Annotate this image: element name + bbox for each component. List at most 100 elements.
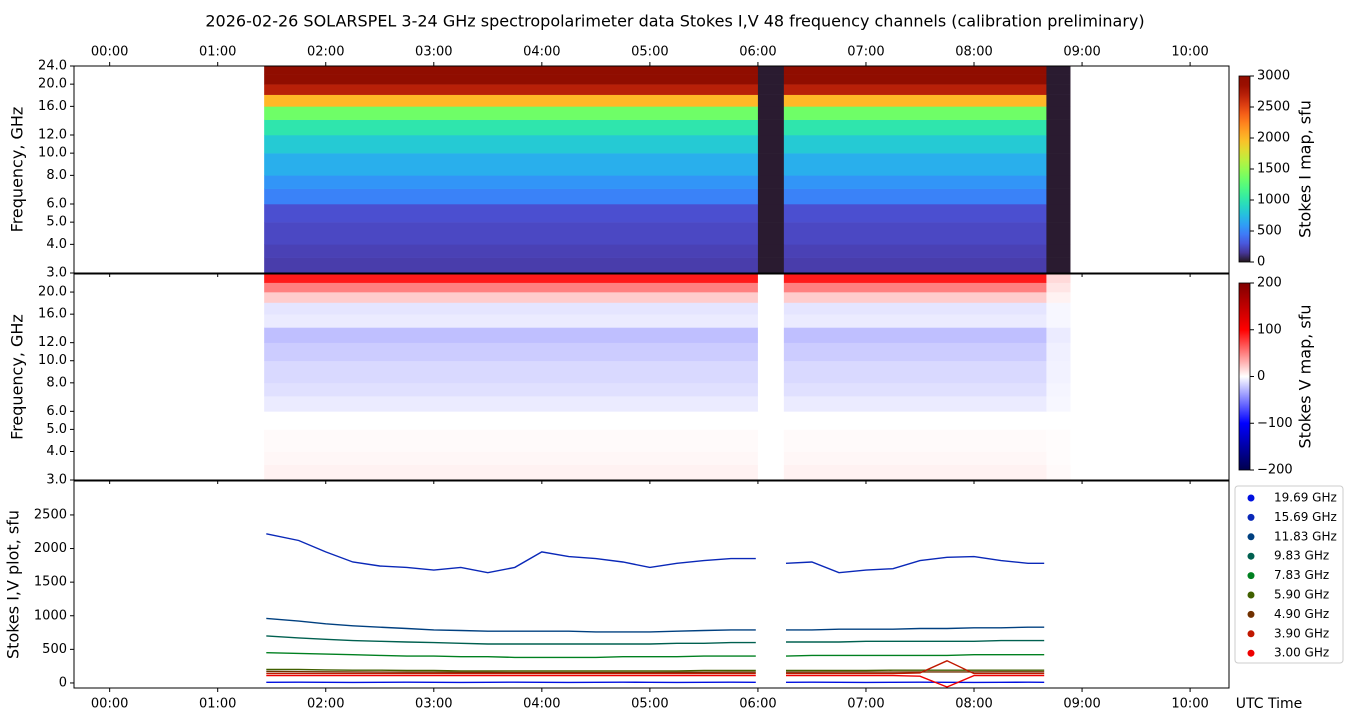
series-line: [266, 617, 1045, 633]
colorbar: [1238, 282, 1251, 471]
heatmap-cell: [757, 188, 785, 205]
y-axis-label: Stokes I,V plot, sfu: [4, 510, 23, 659]
y-tick-label: 12.0: [38, 128, 67, 143]
series-line: [266, 635, 1045, 645]
heatmap-cell: [1046, 84, 1071, 95]
x-tick-label: 00:00: [91, 697, 128, 712]
heatmap-cell: [264, 429, 759, 452]
heatmap-cell: [1046, 175, 1071, 189]
y-tick-label: 16.0: [38, 99, 67, 114]
heatmap-cell: [1046, 464, 1071, 481]
heatmap-cell: [757, 274, 785, 283]
heatmap-cell: [757, 204, 785, 223]
heatmap-cell: [1046, 66, 1071, 75]
colorbar: [1238, 75, 1251, 263]
heatmap-cell: [1046, 244, 1071, 258]
heatmap-cell: [1046, 292, 1071, 303]
heatmap-cell: [757, 451, 785, 466]
heatmap-cell: [1046, 106, 1071, 120]
plot-frame: [73, 65, 1230, 274]
heatmap-cell: [757, 257, 785, 274]
legend-label: 4.90 GHz: [1274, 607, 1329, 621]
x-tick-label: 03:00: [415, 697, 452, 712]
legend-marker: [1247, 572, 1255, 580]
heatmap-cell: [757, 94, 785, 107]
heatmap-cell: [264, 382, 759, 397]
heatmap-cell: [783, 396, 1047, 412]
heatmap-cell: [757, 84, 785, 95]
heatmap-cell: [1046, 119, 1071, 136]
heatmap-cell: [783, 244, 1047, 258]
x-tick-label: 04:00: [523, 697, 560, 712]
heatmap-cell: [1046, 396, 1071, 412]
heatmap-cell: [757, 106, 785, 120]
heatmap-cell: [1046, 382, 1071, 397]
y-tick-label: 20.0: [38, 77, 67, 92]
heatmap-cell: [757, 360, 785, 384]
heatmap-cell: [1046, 94, 1071, 107]
y-tick-label: 5.0: [46, 215, 67, 230]
heatmap-cell: [783, 314, 1047, 328]
heatmap-cell: [1046, 135, 1071, 154]
x-axis-label: UTC Time: [1236, 696, 1302, 712]
y-tick-label: 500: [42, 642, 67, 657]
x-tick-label: 07:00: [847, 697, 884, 712]
heatmap-cell: [264, 396, 759, 412]
x-tick-label-top: 05:00: [631, 45, 668, 60]
y-tick-label: 8.0: [46, 168, 67, 183]
colorbar-tick-label: 0: [1257, 369, 1265, 384]
heatmap-cell: [1046, 342, 1071, 362]
legend-marker: [1247, 649, 1255, 657]
heatmap-cell: [1046, 204, 1071, 223]
colorbar-tick-label: −100: [1257, 416, 1293, 431]
heatmap-cell: [757, 135, 785, 154]
heatmap-cell: [757, 396, 785, 412]
legend-label: 9.83 GHz: [1274, 549, 1329, 563]
heatmap-cell: [264, 282, 759, 293]
heatmap-cell: [264, 74, 759, 85]
plot-frame: [73, 273, 1230, 481]
colorbar-tick-label: 3000: [1257, 69, 1290, 84]
heatmap-cell: [757, 74, 785, 85]
heatmap-cell: [264, 188, 759, 205]
y-tick-label: 2500: [34, 507, 67, 522]
heatmap-cell: [757, 411, 785, 430]
heatmap-cell: [783, 257, 1047, 274]
x-tick-label-top: 02:00: [307, 45, 344, 60]
heatmap-cell: [264, 342, 759, 362]
legend-label: 3.90 GHz: [1274, 626, 1329, 640]
heatmap-cell: [264, 153, 759, 176]
heatmap-cell: [264, 175, 759, 189]
y-axis-label: Frequency, GHz: [8, 314, 27, 440]
legend-marker: [1247, 494, 1255, 502]
plot-frame: [73, 480, 1230, 689]
heatmap-cell: [1046, 282, 1071, 293]
series-line: [266, 670, 1045, 674]
heatmap-cell: [264, 302, 759, 315]
y-tick-label: 1500: [34, 575, 67, 590]
heatmap-cell: [757, 382, 785, 397]
colorbar-tick-label: 1500: [1257, 162, 1290, 177]
series-line: [266, 668, 1045, 672]
x-tick-label-top: 07:00: [847, 45, 884, 60]
heatmap-cell: [757, 314, 785, 328]
heatmap-cell: [264, 451, 759, 466]
x-tick-label-top: 09:00: [1063, 45, 1100, 60]
y-tick-label: 8.0: [46, 375, 67, 390]
heatmap-cell: [264, 360, 759, 384]
series-line: [266, 660, 1045, 675]
heatmap-cell: [783, 153, 1047, 176]
colorbar-tick-label: 500: [1257, 224, 1282, 239]
heatmap-cell: [783, 84, 1047, 95]
legend-label: 15.69 GHz: [1274, 510, 1337, 524]
colorbar-label: Stokes I map, sfu: [1296, 100, 1315, 238]
legend-marker: [1247, 513, 1255, 521]
heatmap-cell: [1046, 74, 1071, 85]
x-tick-label-top: 00:00: [91, 45, 128, 60]
heatmap-cell: [264, 222, 759, 245]
x-tick-label-top: 04:00: [523, 45, 560, 60]
colorbar-tick-label: 2500: [1257, 100, 1290, 115]
heatmap-cell: [1046, 302, 1071, 315]
heatmap-cell: [1046, 411, 1071, 430]
x-tick-label: 08:00: [955, 697, 992, 712]
